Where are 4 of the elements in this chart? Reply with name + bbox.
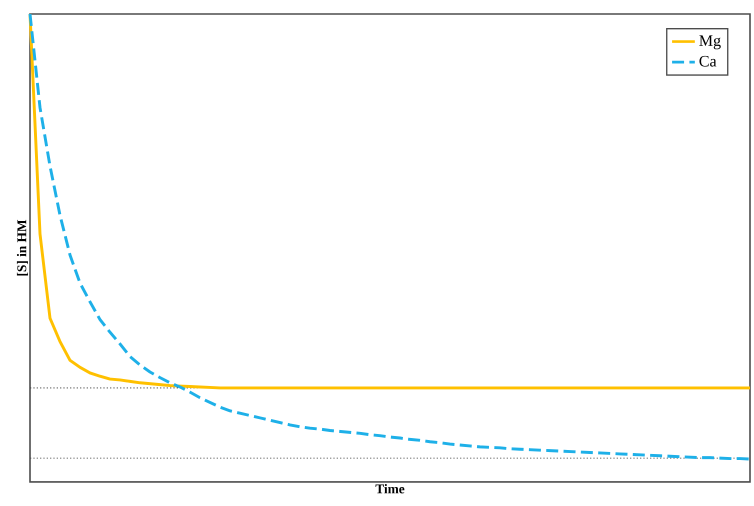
legend-label: Mg bbox=[699, 35, 721, 50]
y-axis-title: [S] in HM bbox=[16, 220, 28, 276]
legend-label: Ca bbox=[699, 56, 716, 67]
x-axis-title: Time bbox=[376, 484, 404, 494]
